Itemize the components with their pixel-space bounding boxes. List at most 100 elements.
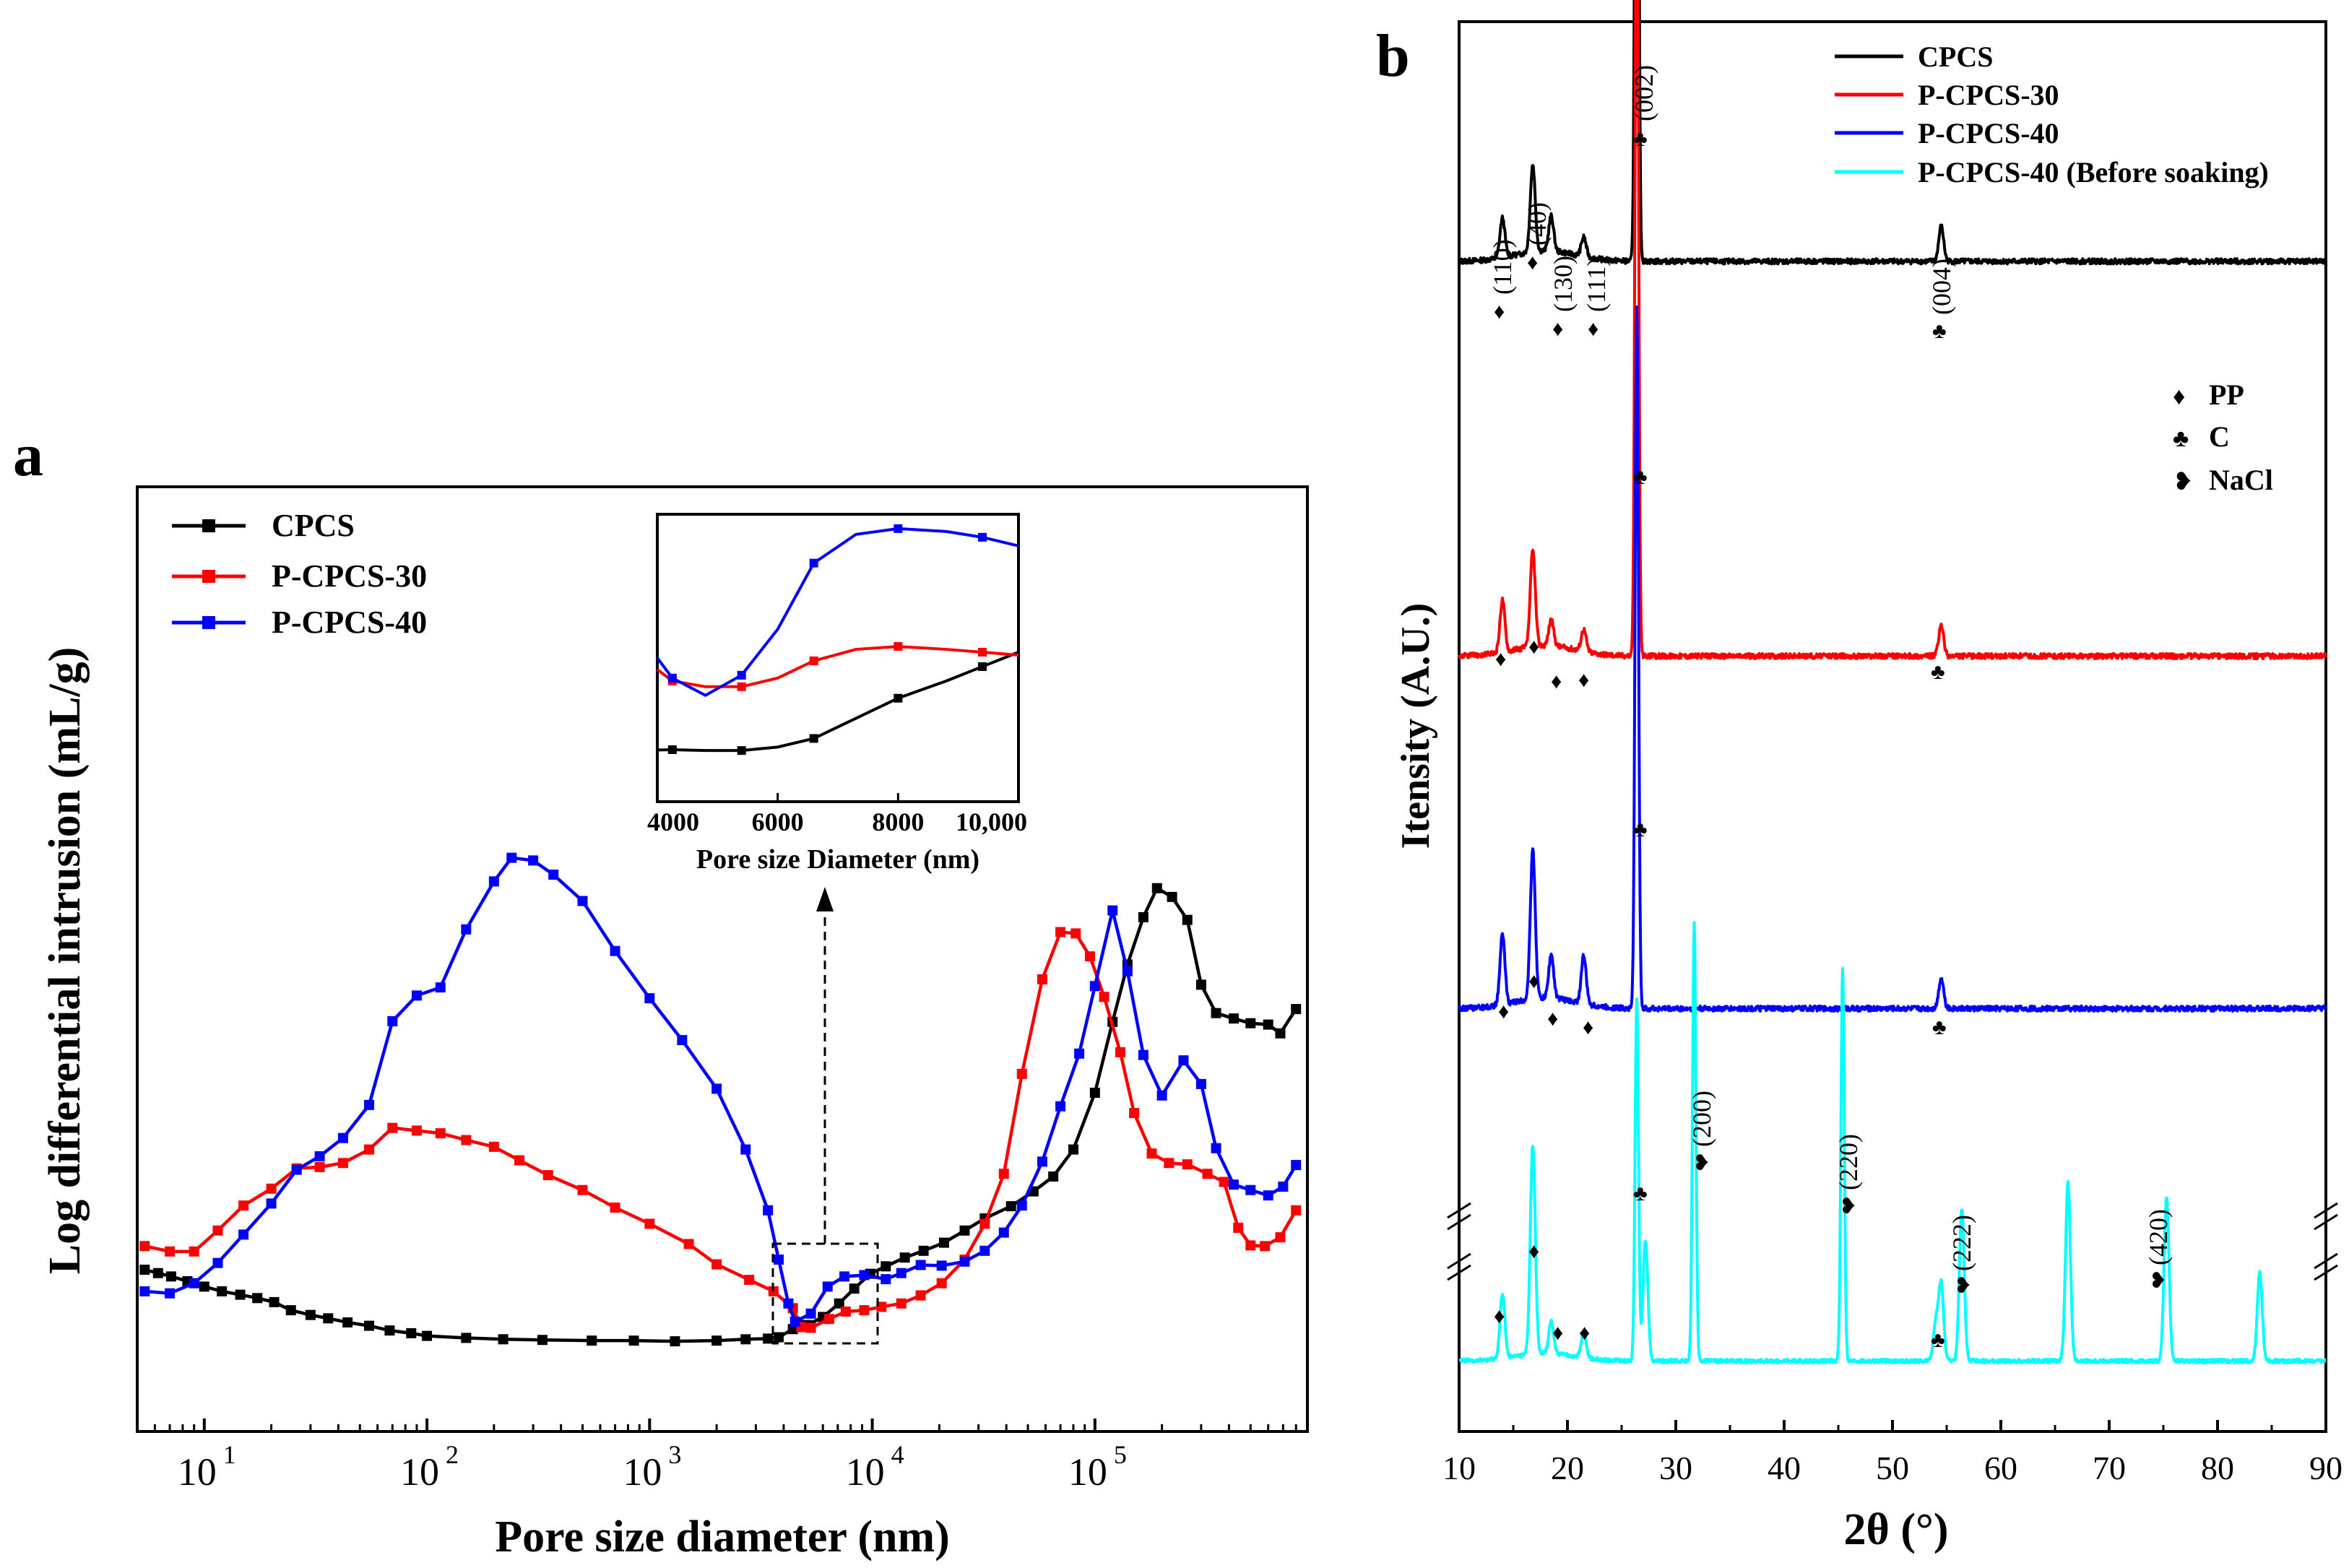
axis-break-right — [2314, 1202, 2338, 1281]
marker-bs-nacl-1: ❥ — [1692, 1151, 1710, 1175]
panel-label-a: a — [13, 422, 43, 489]
x-tick-label-100: 10 — [400, 1450, 439, 1494]
point-cpcs-47 — [1138, 911, 1148, 922]
point-p-cpcs-30-41 — [1084, 951, 1095, 962]
point-p-cpcs-30-15 — [514, 1155, 524, 1166]
marker-bs-pp-2: ♦ — [1528, 1239, 1539, 1263]
point-p-cpcs-30-46 — [1164, 1158, 1174, 1169]
point-cpcs-52 — [1211, 1008, 1221, 1018]
legend-a-label-pcpcs30: P-CPCS-30 — [272, 558, 427, 594]
point-cpcs-32 — [849, 1283, 860, 1294]
label-40: (40) — [1523, 202, 1552, 246]
point-p-cpcs-40-18 — [577, 896, 588, 906]
point-p-cpcs-40-36 — [959, 1256, 970, 1267]
marker-40-c-2: ♣ — [1932, 1015, 1947, 1039]
label-002: (002) — [1630, 65, 1658, 121]
inset-point-p-cpcs-40-3 — [737, 670, 746, 680]
b-x-tick-label-50: 50 — [1876, 1450, 1909, 1486]
xrd-pattern-p-cpcs-40-before-soaking — [1458, 921, 2327, 1364]
inset-series — [656, 524, 1019, 755]
point-p-cpcs-40-52 — [1245, 1184, 1256, 1195]
point-cpcs-40 — [1005, 1201, 1016, 1212]
point-p-cpcs-40-43 — [1089, 981, 1100, 992]
point-p-cpcs-30-12 — [435, 1128, 446, 1139]
point-p-cpcs-30-21 — [711, 1259, 722, 1270]
point-cpcs-19 — [537, 1335, 548, 1346]
point-cpcs-38 — [959, 1225, 970, 1236]
point-p-cpcs-40-25 — [774, 1254, 784, 1265]
marker-cpcs-pp-3: ♦ — [1552, 317, 1563, 341]
label-111: (111) — [1582, 258, 1611, 312]
point-cpcs-53 — [1228, 1013, 1239, 1024]
x-tick-label-10: 10 — [178, 1450, 217, 1494]
plot-a-frame — [136, 485, 1309, 1433]
point-p-cpcs-40-34 — [915, 1260, 926, 1270]
point-cpcs-2 — [165, 1271, 176, 1282]
marker-30-pp-2: ♦ — [1528, 635, 1539, 659]
marker-cpcs-c-1: ♣ — [1633, 127, 1648, 151]
point-cpcs-54 — [1245, 1018, 1256, 1028]
label-110: (110) — [1488, 239, 1517, 295]
point-cpcs-17 — [461, 1333, 472, 1343]
point-p-cpcs-40-37 — [979, 1245, 990, 1256]
point-p-cpcs-30-43 — [1115, 1047, 1125, 1057]
point-p-cpcs-30-31 — [896, 1298, 907, 1309]
point-cpcs-49 — [1167, 891, 1177, 902]
point-p-cpcs-30-45 — [1146, 1148, 1157, 1159]
marker-30-c-2: ♣ — [1931, 660, 1945, 684]
x-tick-label-100000: 10 — [1068, 1450, 1107, 1494]
symbol-nacl-label: NaCl — [2209, 464, 2273, 496]
point-p-cpcs-30-10 — [387, 1122, 398, 1133]
legend-b-label-pcpcs40: P-CPCS-40 — [1918, 117, 2059, 150]
inset-point-cpcs-3 — [737, 746, 746, 755]
point-p-cpcs-30-22 — [744, 1275, 755, 1286]
point-p-cpcs-40-15 — [506, 852, 517, 863]
marker-cpcs-pp-2: ♦ — [1527, 251, 1538, 274]
point-p-cpcs-40-53 — [1263, 1190, 1273, 1201]
label-420: (420) — [2144, 1209, 2173, 1265]
marker-30-c-1: ♣ — [1633, 465, 1648, 489]
point-cpcs-51 — [1195, 979, 1206, 990]
point-p-cpcs-40-45 — [1122, 966, 1133, 976]
legend-b-label-before: P-CPCS-40 (Before soaking) — [1918, 156, 2269, 189]
point-p-cpcs-40-30 — [839, 1271, 850, 1282]
x-tick-exp-100: 2 — [446, 1440, 459, 1469]
panel-a: 10 1 10 2 10 3 10 4 10 5 Pore size diameter (nm) … — [40, 485, 1309, 1561]
point-cpcs-12 — [342, 1317, 353, 1327]
xrd-pattern-p-cpcs-40 — [1458, 305, 2327, 1013]
inset-point-p-cpcs-30-9 — [978, 648, 987, 657]
panel-b: 10 20 30 40 50 60 70 80 90 2θ (°) Itensity (A.U.… — [1393, 0, 2342, 1554]
point-p-cpcs-30-30 — [876, 1301, 887, 1312]
x-tick-exp-1000: 3 — [668, 1440, 681, 1469]
point-p-cpcs-40-2 — [189, 1278, 199, 1288]
point-p-cpcs-40-14 — [488, 876, 499, 887]
point-p-cpcs-30-13 — [461, 1135, 472, 1145]
point-p-cpcs-40-17 — [548, 870, 559, 880]
xrd-pattern-cpcs — [1458, 0, 2327, 266]
x-tick-label-10000: 10 — [846, 1450, 885, 1494]
b-x-tick-label-10: 10 — [1442, 1450, 1476, 1486]
point-cpcs-57 — [1291, 1004, 1302, 1015]
point-p-cpcs-30-17 — [577, 1184, 588, 1195]
point-cpcs-15 — [406, 1327, 417, 1338]
point-p-cpcs-40-28 — [805, 1308, 816, 1319]
inset-point-p-cpcs-30-5 — [809, 656, 818, 665]
point-p-cpcs-40-4 — [238, 1229, 249, 1240]
inset-x-tick-label-8000: 8000 — [872, 807, 924, 836]
point-p-cpcs-30-33 — [936, 1278, 947, 1288]
point-p-cpcs-30-8 — [337, 1158, 348, 1169]
point-p-cpcs-30-52 — [1260, 1241, 1271, 1252]
point-cpcs-37 — [938, 1237, 949, 1248]
point-cpcs-42 — [1048, 1171, 1059, 1182]
label-130: (130) — [1549, 256, 1578, 312]
symbol-c: ♣ — [2173, 425, 2189, 452]
point-p-cpcs-40-23 — [740, 1144, 751, 1155]
point-p-cpcs-40-41 — [1055, 1101, 1066, 1112]
point-p-cpcs-40-55 — [1291, 1160, 1302, 1171]
point-p-cpcs-30-38 — [1037, 974, 1047, 984]
x-tick-exp-10: 1 — [223, 1440, 236, 1469]
symbol-nacl: ❥ — [2173, 469, 2194, 495]
inset-x-tick-label-4000: 4000 — [647, 807, 699, 836]
point-p-cpcs-30-16 — [542, 1170, 553, 1181]
point-cpcs-26 — [774, 1332, 784, 1343]
